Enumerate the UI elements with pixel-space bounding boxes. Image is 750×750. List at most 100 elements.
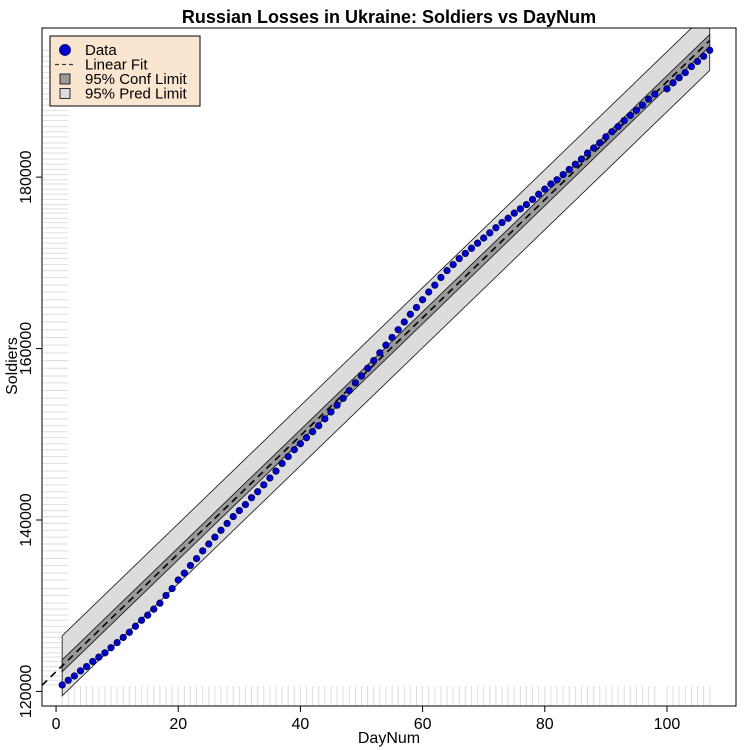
- axes: 0 20 40 60 80 100 120000 140000 160000 180000: [18, 27, 737, 733]
- legend-label: Data: [85, 42, 117, 59]
- data-point: [58, 681, 66, 689]
- legend-label: Linear Fit: [85, 57, 148, 74]
- data-point: [266, 474, 274, 482]
- data-point: [278, 459, 286, 468]
- data-point: [700, 52, 708, 60]
- data-point: [382, 341, 390, 349]
- data-point: [406, 310, 414, 318]
- y-rug: [42, 49, 68, 686]
- data-point: [663, 85, 671, 93]
- data-point: [205, 540, 213, 548]
- data-point: [119, 633, 127, 642]
- data-point: [370, 356, 378, 365]
- data-point: [260, 481, 268, 489]
- data-point: [168, 584, 176, 593]
- legend-marker-conf: [59, 73, 71, 85]
- confidence-band: [61, 33, 711, 673]
- x-tick-label: 60: [414, 716, 432, 733]
- data-point: [577, 155, 586, 163]
- data-point: [535, 190, 543, 198]
- data-point: [626, 111, 634, 120]
- data-point: [443, 266, 451, 275]
- data-point: [541, 185, 549, 193]
- data-point: [95, 653, 103, 661]
- data-point: [192, 554, 201, 563]
- data-point: [602, 133, 610, 141]
- data-point: [150, 605, 158, 613]
- data-point: [315, 422, 323, 430]
- legend-marker-pred: [59, 88, 71, 99]
- plot-area: [42, 28, 714, 706]
- y-tick-label: 140000: [18, 493, 35, 546]
- data-point: [492, 224, 500, 232]
- data-point: [669, 79, 677, 87]
- data-point: [229, 512, 237, 521]
- x-tick-label: 40: [292, 716, 310, 733]
- data-point: [645, 95, 653, 103]
- data-point: [638, 101, 647, 109]
- data-point: [565, 165, 573, 174]
- data-point: [486, 229, 494, 237]
- legend-label: 95% Conf Limit: [85, 71, 188, 88]
- data-point: [571, 160, 579, 168]
- data-point: [559, 170, 567, 179]
- data-point: [290, 446, 298, 454]
- data-point: [302, 434, 311, 442]
- data-point: [388, 333, 396, 342]
- y-tick-label: 160000: [18, 322, 35, 375]
- data-point: [70, 672, 78, 680]
- data-point: [82, 662, 91, 671]
- x-tick-label: 20: [169, 716, 187, 733]
- data-point: [510, 209, 518, 217]
- data-point: [425, 288, 433, 296]
- data-point: [516, 205, 524, 213]
- data-point: [223, 519, 231, 528]
- data-point: [254, 488, 262, 496]
- x-axis-label: DayNum: [358, 730, 420, 747]
- y-axis-label: Soldiers: [4, 337, 21, 395]
- data-point: [64, 676, 72, 684]
- data-point: [137, 616, 146, 624]
- data-point: [156, 599, 164, 607]
- data-points: [58, 46, 714, 689]
- data-point: [473, 239, 482, 247]
- linear-fit-line: [42, 39, 711, 686]
- data-point: [144, 611, 152, 619]
- data-point: [394, 326, 402, 334]
- data-point: [547, 180, 555, 188]
- data-point: [217, 526, 225, 534]
- data-point: [131, 622, 140, 630]
- data-point: [620, 116, 628, 125]
- data-point: [211, 533, 219, 541]
- x-tick-label: 80: [536, 716, 554, 733]
- data-point: [113, 638, 121, 647]
- legend-box: [49, 35, 201, 107]
- data-point: [632, 106, 641, 114]
- legend-marker-data: [59, 44, 71, 56]
- data-point: [596, 139, 604, 147]
- data-point: [357, 372, 366, 380]
- chart-title: Russian Losses in Ukraine: Soldiers vs D…: [182, 7, 596, 27]
- data-point: [553, 176, 561, 184]
- data-point: [412, 303, 421, 312]
- data-point: [706, 46, 714, 54]
- data-point: [528, 195, 537, 204]
- data-point: [681, 68, 689, 77]
- data-point: [309, 428, 317, 436]
- x-rug: [61, 686, 711, 706]
- data-point: [376, 349, 384, 357]
- x-tick-label: 0: [52, 716, 61, 733]
- data-point: [107, 644, 115, 652]
- data-point: [590, 144, 598, 152]
- data-point: [614, 122, 622, 131]
- data-point: [437, 273, 445, 282]
- data-point: [400, 318, 408, 326]
- data-point: [327, 408, 335, 416]
- data-point: [504, 214, 512, 222]
- data-point: [247, 494, 256, 502]
- data-point: [455, 254, 463, 263]
- x-tick-label: 100: [654, 716, 681, 733]
- data-point: [241, 500, 250, 509]
- data-point: [651, 90, 659, 98]
